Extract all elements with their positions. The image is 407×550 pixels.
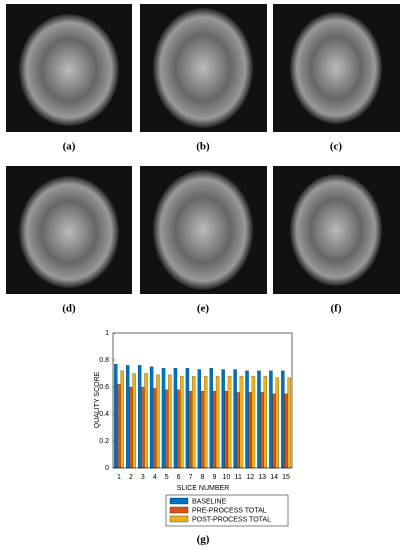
bar	[176, 389, 181, 469]
caption: (e)	[197, 303, 210, 315]
bar	[272, 393, 276, 469]
legend-label: BASELINE	[192, 498, 227, 505]
bar	[203, 376, 208, 469]
x-tick-label: 3	[141, 474, 145, 481]
caption: (c)	[330, 141, 343, 153]
bar	[168, 374, 172, 469]
bar	[257, 370, 261, 469]
bar	[165, 389, 169, 469]
y-tick-label: 0	[105, 465, 109, 472]
legend-swatch	[169, 515, 189, 523]
bar	[144, 373, 148, 469]
x-tick-label: 2	[129, 474, 133, 481]
legend-swatch	[169, 506, 189, 514]
y-tick-label: 1	[105, 330, 109, 337]
bar	[149, 366, 154, 469]
x-tick-label: 8	[201, 474, 205, 481]
x-tick-label: 1	[117, 474, 121, 481]
bar	[120, 370, 124, 469]
caption: (a)	[63, 141, 76, 153]
bar	[287, 377, 291, 469]
x-tick-label: 10	[222, 474, 230, 481]
bar	[248, 392, 252, 469]
bar	[251, 376, 256, 469]
x-tick-label: 4	[153, 474, 157, 481]
y-tick-label: 0.2	[99, 438, 109, 445]
plot-frame	[112, 332, 293, 469]
x-tick-label: 14	[270, 474, 278, 481]
bar	[132, 373, 136, 469]
bar	[117, 384, 121, 469]
bar	[161, 368, 166, 469]
bar	[212, 390, 217, 469]
bar	[269, 370, 273, 469]
bar	[180, 376, 184, 469]
x-tick-label: 13	[258, 474, 266, 481]
bar	[185, 368, 190, 469]
x-tick-label: 15	[282, 474, 290, 481]
bar	[227, 376, 232, 469]
bar	[200, 390, 205, 469]
bar	[284, 393, 288, 469]
bar	[275, 377, 279, 469]
y-tick-label: 0.8	[99, 357, 109, 364]
bar	[126, 365, 130, 469]
bar	[245, 370, 249, 469]
bar	[239, 376, 244, 469]
x-tick-label: 7	[189, 474, 193, 481]
legend-swatch	[169, 497, 189, 505]
x-tick-label: 6	[177, 474, 181, 481]
bar	[197, 369, 202, 469]
caption: (d)	[62, 303, 76, 315]
bar	[215, 376, 220, 469]
bar	[114, 363, 118, 469]
bar	[192, 376, 196, 469]
x-tick-label: 12	[246, 474, 254, 481]
legend-label: POST-PROCESS TOTAL	[192, 516, 271, 523]
bar	[137, 365, 142, 469]
bar	[263, 376, 268, 469]
bar	[233, 369, 237, 469]
x-axis-label: SLICE NUMBER	[177, 485, 230, 492]
bar	[173, 368, 178, 469]
bar	[260, 392, 264, 469]
x-tick-label: 11	[235, 474, 242, 481]
bar	[224, 390, 229, 469]
caption: (f)	[331, 303, 342, 315]
caption: (b)	[196, 141, 210, 153]
bar	[141, 386, 145, 469]
y-axis-label: QUALITY SCORE	[94, 371, 101, 428]
bar	[209, 368, 213, 469]
caption: (g)	[197, 534, 210, 546]
bar	[153, 388, 157, 469]
bar	[221, 369, 225, 469]
x-tick-label: 5	[165, 474, 169, 481]
y-tick-label: 0.6	[99, 384, 109, 391]
x-tick-label: 9	[212, 474, 216, 481]
bar	[281, 370, 285, 469]
bar	[129, 386, 133, 469]
bar	[156, 374, 160, 469]
bar	[236, 392, 240, 469]
y-tick-label: 0.4	[99, 411, 109, 418]
mri-images	[6, 4, 400, 294]
legend-label: PRE-PROCESS TOTAL	[192, 507, 267, 514]
bar	[188, 390, 193, 469]
